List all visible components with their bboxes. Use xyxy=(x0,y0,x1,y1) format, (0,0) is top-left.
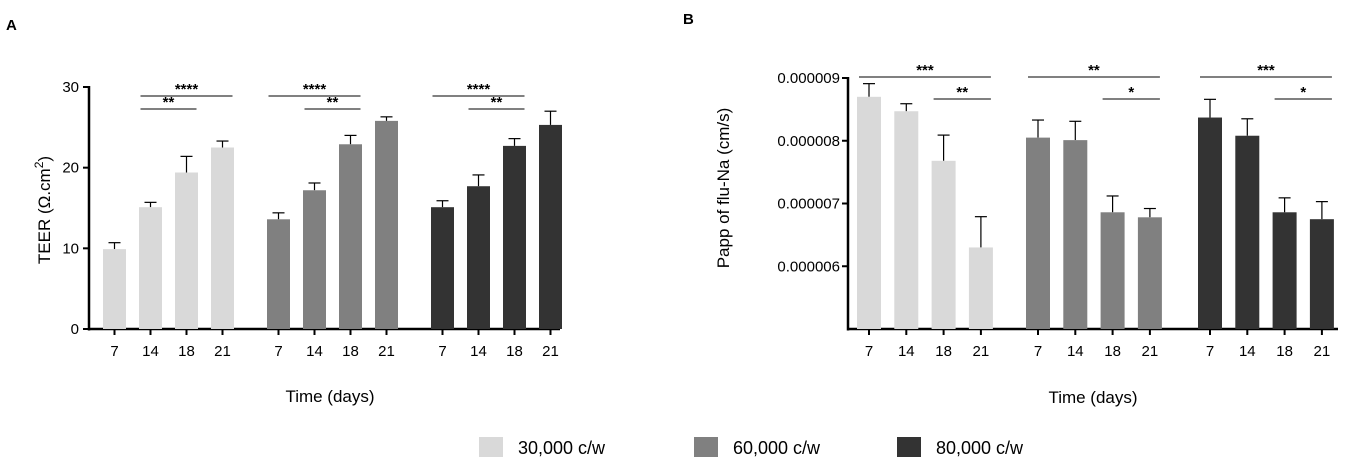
bar xyxy=(1235,135,1260,329)
panel-a-chart: TEER (Ω.cm2) Time (days) 0 10 20 30 7 14 18 21 7… xyxy=(32,79,562,406)
bar xyxy=(467,186,490,329)
bar xyxy=(857,96,881,329)
x-tick-label: 21 xyxy=(1314,343,1331,360)
x-tick-label: 7 xyxy=(865,343,873,360)
bar xyxy=(1198,117,1222,329)
legend-label-80000: 80,000 c/w xyxy=(936,438,1024,458)
bar xyxy=(968,247,993,329)
x-tick-label: 7 xyxy=(274,343,282,360)
bar xyxy=(1063,140,1088,329)
significance-label: * xyxy=(1300,84,1306,101)
x-tick-label: 7 xyxy=(1034,343,1042,360)
x-tick-label: 18 xyxy=(935,343,952,360)
legend: 30,000 c/w 60,000 c/w 80,000 c/w xyxy=(479,437,1024,458)
x-tick-label: 18 xyxy=(1276,343,1293,360)
panel-b-chart: Papp of flu-Na (cm/s) Time (days) 0.0000… xyxy=(714,62,1338,407)
significance-label: ** xyxy=(956,84,968,101)
y-tick-label: 0.000006 xyxy=(777,258,840,275)
x-tick-label: 14 xyxy=(1239,343,1256,360)
significance-label: **** xyxy=(467,81,491,98)
legend-swatch-60000 xyxy=(694,437,718,457)
bar xyxy=(431,207,454,329)
bar xyxy=(267,219,290,329)
x-tick-label: 7 xyxy=(110,343,118,360)
panel-b-letter: B xyxy=(683,11,694,28)
legend-label-60000: 60,000 c/w xyxy=(733,438,821,458)
y-tick-label: 0.000007 xyxy=(777,196,840,213)
bar xyxy=(1100,212,1125,329)
significance-label: ** xyxy=(327,94,339,111)
bar xyxy=(139,207,162,329)
y-tick-label: 0 xyxy=(71,321,79,338)
y-tick-label: 0.000009 xyxy=(777,70,840,87)
x-tick-label: 14 xyxy=(898,343,915,360)
x-tick-label: 18 xyxy=(506,343,523,360)
x-tick-label: 21 xyxy=(542,343,559,360)
significance-label: ** xyxy=(163,94,175,111)
x-tick-label: 21 xyxy=(973,343,990,360)
x-tick-label: 14 xyxy=(142,343,159,360)
significance-label: ** xyxy=(1088,62,1100,79)
legend-label-30000: 30,000 c/w xyxy=(518,438,606,458)
x-tick-label: 7 xyxy=(438,343,446,360)
significance-label: *** xyxy=(916,62,934,79)
bar xyxy=(339,144,362,329)
y-tick-label: 20 xyxy=(62,160,79,177)
x-tick-label: 21 xyxy=(1142,343,1159,360)
bar xyxy=(303,190,326,329)
panel-b-xlabel: Time (days) xyxy=(1048,388,1137,407)
bar xyxy=(931,160,956,329)
panel-a-letter: A xyxy=(6,17,17,34)
significance-label: * xyxy=(1128,84,1134,101)
legend-swatch-80000 xyxy=(897,437,921,457)
x-tick-label: 14 xyxy=(470,343,487,360)
y-tick-label: 10 xyxy=(62,240,79,257)
x-tick-label: 21 xyxy=(378,343,395,360)
bar xyxy=(103,249,126,329)
panel-a-ylabel: TEER (Ω.cm2) xyxy=(32,156,54,264)
bar xyxy=(539,124,562,329)
x-tick-label: 18 xyxy=(1104,343,1121,360)
x-tick-label: 14 xyxy=(306,343,323,360)
x-tick-label: 14 xyxy=(1067,343,1084,360)
x-tick-label: 21 xyxy=(214,343,231,360)
x-tick-label: 18 xyxy=(178,343,195,360)
x-tick-label: 7 xyxy=(1206,343,1214,360)
bar xyxy=(1137,217,1162,329)
bar xyxy=(894,111,919,329)
y-tick-label: 0.000008 xyxy=(777,133,840,150)
bar xyxy=(1309,219,1334,329)
significance-label: ** xyxy=(491,94,503,111)
panel-b-ylabel: Papp of flu-Na (cm/s) xyxy=(714,108,733,269)
significance-label: *** xyxy=(1257,62,1275,79)
bar xyxy=(503,145,526,329)
significance-label: **** xyxy=(303,81,327,98)
bar xyxy=(211,147,234,329)
significance-label: **** xyxy=(175,81,199,98)
bar xyxy=(175,172,198,329)
bar xyxy=(1026,137,1050,329)
legend-swatch-30000 xyxy=(479,437,503,457)
panel-a-xlabel: Time (days) xyxy=(285,387,374,406)
bar xyxy=(375,120,398,329)
y-tick-label: 30 xyxy=(62,79,79,96)
bar xyxy=(1272,212,1297,329)
x-tick-label: 18 xyxy=(342,343,359,360)
